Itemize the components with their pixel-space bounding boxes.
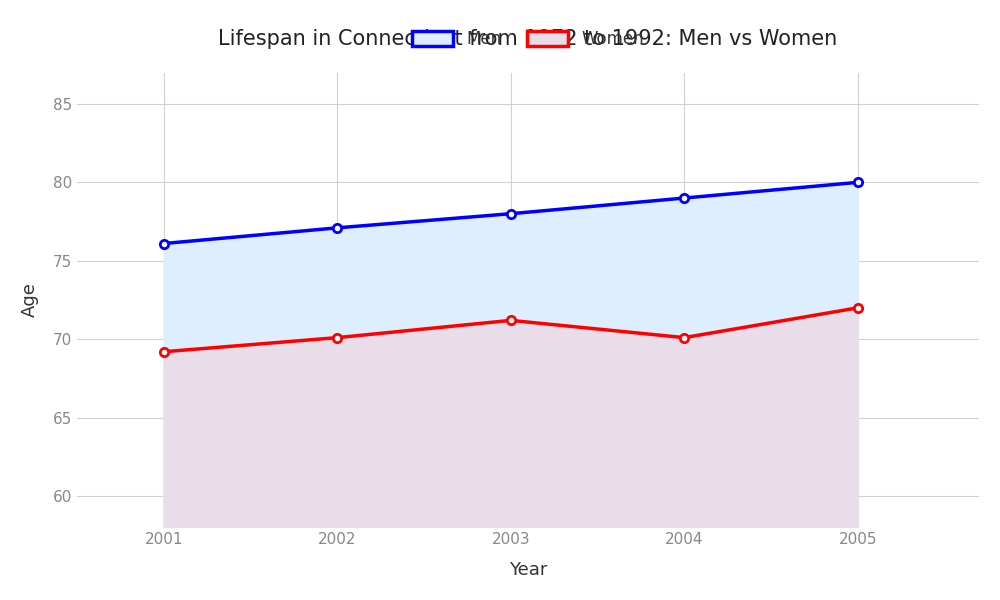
Legend: Men, Women: Men, Women bbox=[403, 22, 653, 56]
Title: Lifespan in Connecticut from 1972 to 1992: Men vs Women: Lifespan in Connecticut from 1972 to 199… bbox=[218, 29, 838, 49]
Y-axis label: Age: Age bbox=[21, 283, 39, 317]
X-axis label: Year: Year bbox=[509, 561, 547, 579]
